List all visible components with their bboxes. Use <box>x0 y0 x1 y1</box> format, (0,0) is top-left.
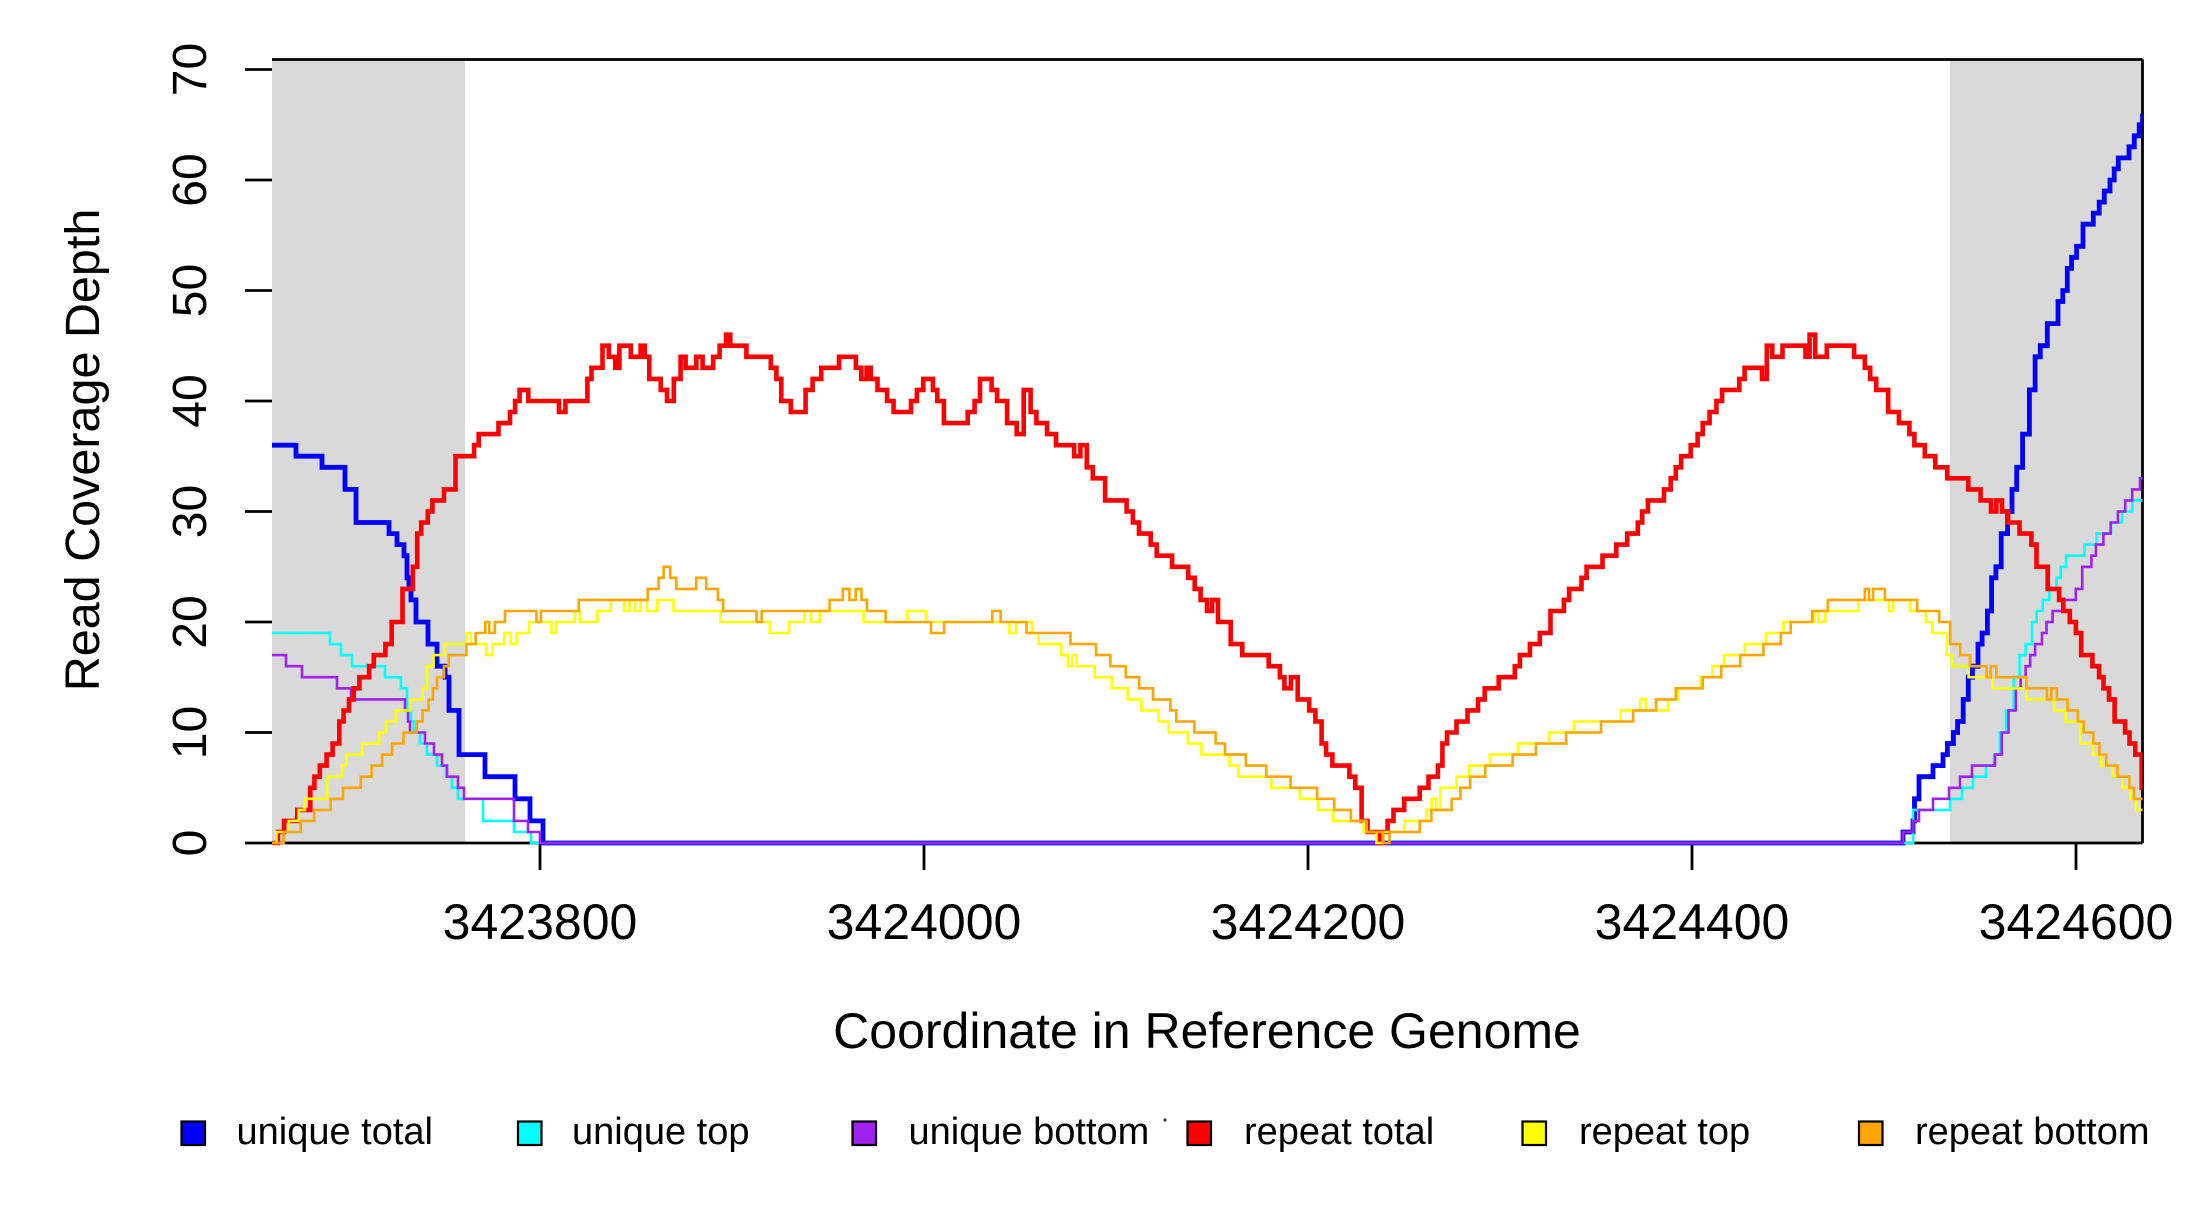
svg-text:40: 40 <box>164 374 217 427</box>
svg-text:3424200: 3424200 <box>1211 894 1406 950</box>
svg-text:unique total: unique total <box>237 1111 434 1153</box>
svg-text:3423800: 3423800 <box>443 894 638 950</box>
svg-text:60: 60 <box>164 153 217 206</box>
svg-text:20: 20 <box>164 595 217 648</box>
svg-text:3424600: 3424600 <box>1979 894 2174 950</box>
svg-text:0: 0 <box>164 830 217 857</box>
svg-text:repeat bottom: repeat bottom <box>1915 1111 2149 1153</box>
svg-text:repeat total: repeat total <box>1244 1111 1434 1153</box>
svg-text:70: 70 <box>164 43 217 96</box>
svg-text:unique top: unique top <box>572 1111 750 1153</box>
svg-text:3424000: 3424000 <box>827 894 1022 950</box>
svg-text:50: 50 <box>164 264 217 317</box>
svg-text:repeat top: repeat top <box>1579 1111 1750 1153</box>
svg-text:unique bottom: unique bottom <box>909 1111 1150 1153</box>
svg-text:Coordinate in Reference Genome: Coordinate in Reference Genome <box>833 1003 1581 1059</box>
svg-text:3424400: 3424400 <box>1595 894 1790 950</box>
svg-text:30: 30 <box>164 485 217 538</box>
svg-text:Read Coverage Depth: Read Coverage Depth <box>56 209 110 692</box>
svg-text:10: 10 <box>164 706 217 759</box>
